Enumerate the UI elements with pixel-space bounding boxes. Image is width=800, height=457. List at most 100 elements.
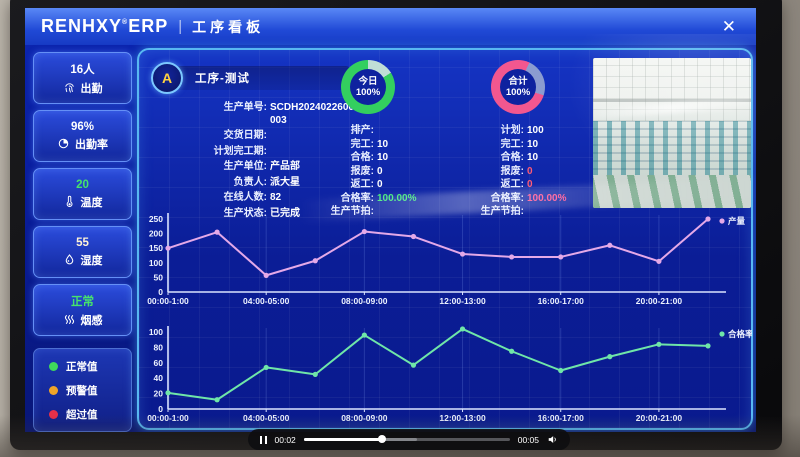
- humidity-value: 55: [76, 236, 89, 249]
- today-row: 完工: 10: [307, 138, 477, 152]
- temperature-label-row: 温度: [63, 194, 103, 210]
- today-row-label: 返工:: [350, 179, 374, 190]
- total-row-value: 0: [527, 179, 533, 190]
- info-row: 生产单号: SCDH2024022600003: [149, 102, 361, 127]
- legend-label: 超过值: [66, 408, 98, 421]
- svg-text:16:00-17:00: 16:00-17:00: [538, 296, 585, 306]
- total-row: 报废: 0: [457, 165, 627, 179]
- process-logo: A: [151, 62, 183, 94]
- info-label: 在线人数:: [223, 192, 267, 203]
- svg-text:40: 40: [154, 373, 164, 383]
- output-line-chart: 0 50 100 150 200 250 00:00-1:00 04:00-05:00 08:0…: [142, 207, 752, 314]
- info-row: 生产单位: 产品部: [149, 161, 361, 174]
- fingerprint-icon: [63, 81, 76, 94]
- current-time: 00:02: [274, 434, 296, 445]
- today-row: 合格: 10: [307, 151, 477, 165]
- production-info-fields: 生产单号: SCDH2024022600003 交货日期: 计划完工期: 生产单位: 产品…: [149, 102, 361, 223]
- total-donut-label: 合计 100%: [505, 76, 531, 98]
- total-row-label: 合格:: [500, 152, 524, 163]
- pause-icon[interactable]: [260, 435, 267, 444]
- thermometer-icon: [63, 195, 76, 208]
- volume-icon[interactable]: [547, 434, 558, 445]
- info-label: 生产单位:: [223, 161, 267, 172]
- seek-bar[interactable]: [303, 435, 510, 444]
- info-label: 生产状态:: [223, 207, 267, 219]
- total-row-label: 完工:: [500, 138, 524, 150]
- today-row-value: 0: [377, 165, 383, 177]
- sidebar-card-smoke-sensor: 正常 烟感: [33, 284, 132, 336]
- total-row-label: 合格率:: [490, 192, 524, 204]
- today-row-value: 10: [377, 138, 389, 150]
- photo-floor: [593, 175, 751, 208]
- svg-text:0: 0: [158, 404, 163, 414]
- legend-dot: [49, 361, 58, 371]
- svg-text:产量: 产量: [728, 216, 746, 226]
- duration-time: 00:05: [517, 434, 539, 445]
- humidity-label: 湿度: [80, 254, 103, 267]
- dashboard-screen: RENHXY®ERP | 工序看板 ✕ 16人 出勤 96% 出勤率 20 温度 55 湿度正…: [25, 8, 756, 432]
- svg-text:150: 150: [149, 243, 163, 253]
- video-player-controls: 00:02 00:05: [248, 429, 570, 450]
- today-row: 报废: 0: [307, 165, 477, 179]
- donut-hole: [350, 69, 386, 105]
- smoke-sensor-label-row: 烟感: [63, 312, 103, 328]
- today-row-label: 完工:: [350, 138, 374, 150]
- total-row: 计划: 100: [457, 124, 627, 138]
- svg-text:16:00-17:00: 16:00-17:00: [538, 413, 585, 423]
- total-row-value: 100.00%: [527, 192, 567, 204]
- info-value: 82: [270, 192, 282, 203]
- smoke-sensor-value: 正常: [71, 295, 94, 308]
- svg-text:04:00-05:00: 04:00-05:00: [243, 296, 290, 306]
- sidebar-card-attendance-rate: 96% 出勤率: [33, 110, 132, 162]
- sidebar-card-humidity: 55 湿度: [33, 226, 132, 278]
- today-row: 生产节拍:: [307, 205, 477, 219]
- brand-logo: RENHXY®ERP: [41, 16, 169, 36]
- today-row-value: 0: [377, 179, 383, 190]
- pie-chart-icon: [57, 137, 70, 150]
- info-value: 产品部: [270, 161, 300, 172]
- info-label: 计划完工期:: [213, 145, 267, 157]
- svg-text:08:00-09:00: 08:00-09:00: [341, 296, 388, 306]
- donut-hole: [500, 69, 536, 105]
- today-row: 排产:: [307, 124, 477, 138]
- seek-knob[interactable]: [378, 435, 387, 444]
- today-stats-column: 今日 100% 排产: 完工: 10 合格: 10 报废: 0 返工: 0 合格率: 100.00% 生…: [307, 60, 477, 219]
- today-donut-label: 今日 100%: [355, 76, 381, 98]
- total-row-label: 返工:: [500, 179, 524, 190]
- total-stat-rows: 计划: 100 完工: 10 合格: 10 报废: 0 返工: 0 合格率: 100.00% 生产节拍:: [457, 124, 627, 219]
- info-value: 已完成: [270, 207, 300, 219]
- svg-text:100: 100: [149, 258, 163, 268]
- total-row-label: 报废:: [500, 165, 524, 177]
- today-row-label: 报废:: [350, 165, 374, 177]
- today-row-label: 生产节拍:: [330, 206, 374, 217]
- smoke-waves-icon: [63, 313, 76, 326]
- total-row-value: 10: [527, 138, 539, 150]
- workshop-camera-image: [593, 58, 751, 208]
- attendance-value: 16人: [70, 63, 95, 76]
- attendance-label: 出勤: [80, 82, 103, 95]
- photo-beam: [593, 98, 751, 102]
- total-row-value: 0: [527, 165, 533, 177]
- close-icon[interactable]: ✕: [721, 16, 736, 36]
- legend-item: 超过值: [49, 407, 131, 422]
- legend-item: 正常值: [49, 359, 131, 374]
- humidity-label-row: 湿度: [63, 252, 103, 268]
- attendance-rate-label-row: 出勤率: [57, 136, 108, 152]
- svg-text:20:00-21:00: 20:00-21:00: [636, 413, 683, 423]
- today-row: 返工: 0: [307, 178, 477, 192]
- svg-text:00:00-1:00: 00:00-1:00: [147, 296, 189, 306]
- process-title-strip: 工序-测试: [175, 66, 351, 90]
- svg-text:60: 60: [154, 358, 164, 368]
- info-row: 负责人: 派大星: [149, 177, 361, 190]
- svg-text:80: 80: [154, 342, 164, 352]
- info-value: 派大星: [270, 176, 300, 188]
- today-row-value: 100.00%: [377, 192, 417, 204]
- info-row: 生产状态: 已完成: [149, 208, 361, 221]
- total-row-label: 生产节拍:: [480, 206, 524, 217]
- attendance-label-row: 出勤: [63, 80, 103, 96]
- svg-text:200: 200: [149, 229, 163, 239]
- legend-dot: [49, 385, 58, 395]
- page-title: 工序看板: [192, 18, 265, 35]
- process-title: 工序-测试: [195, 73, 250, 85]
